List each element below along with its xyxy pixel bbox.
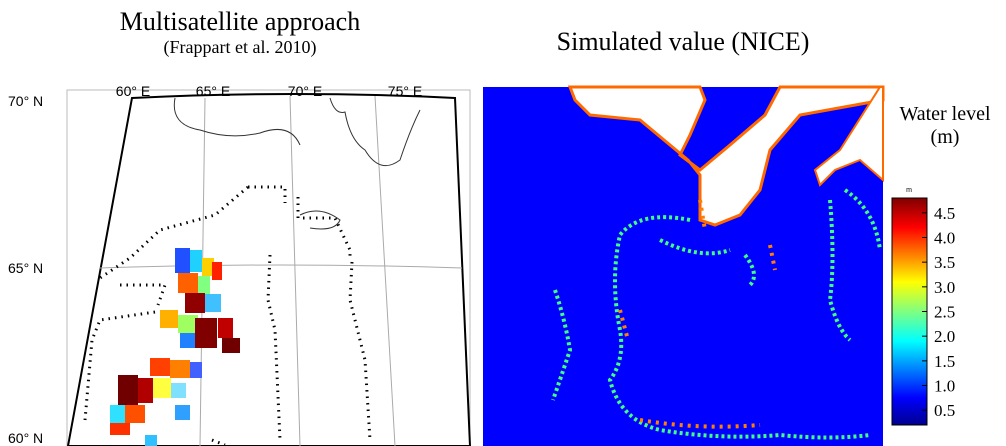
colorbar-tick-label: 1.5 [934,352,955,371]
lon-label: 70° E [288,83,322,99]
colorbar-tick-label: 2.5 [934,303,955,322]
colorbar-tick-label: 4.5 [934,204,955,223]
right-map [483,87,883,446]
colorbar-tick-label: 0.5 [934,401,955,420]
colorbar-unit-small: m [906,187,912,194]
lon-label: 65° E [196,83,230,99]
figure: Multisatellite approach (Frappart et al.… [0,0,1006,446]
colorbar-tick-label: 4.0 [934,228,955,247]
lon-label: 60° E [116,83,150,99]
colorbar-tick-label: 3.0 [934,278,955,297]
colorbar-unit: (m) [931,126,960,148]
colorbar-tick-label: 3.5 [934,253,955,272]
left-subtitle: (Frappart et al. 2010) [164,37,317,58]
lat-label: 60° N [8,430,43,446]
colorbar [892,198,927,425]
left-title: Multisatellite approach [120,7,360,36]
right-title: Simulated value (NICE) [557,27,810,56]
colorbar-title: Water level [899,103,991,125]
colorbar-tick-label: 1.0 [934,377,955,396]
page: Multisatellite approach (Frappart et al.… [0,0,1006,446]
lat-label: 65° N [8,260,43,276]
lon-label: 75° E [388,83,422,99]
lat-label: 70° N [8,93,43,109]
colorbar-tick-label: 2.0 [934,327,955,346]
left-map [67,90,470,446]
